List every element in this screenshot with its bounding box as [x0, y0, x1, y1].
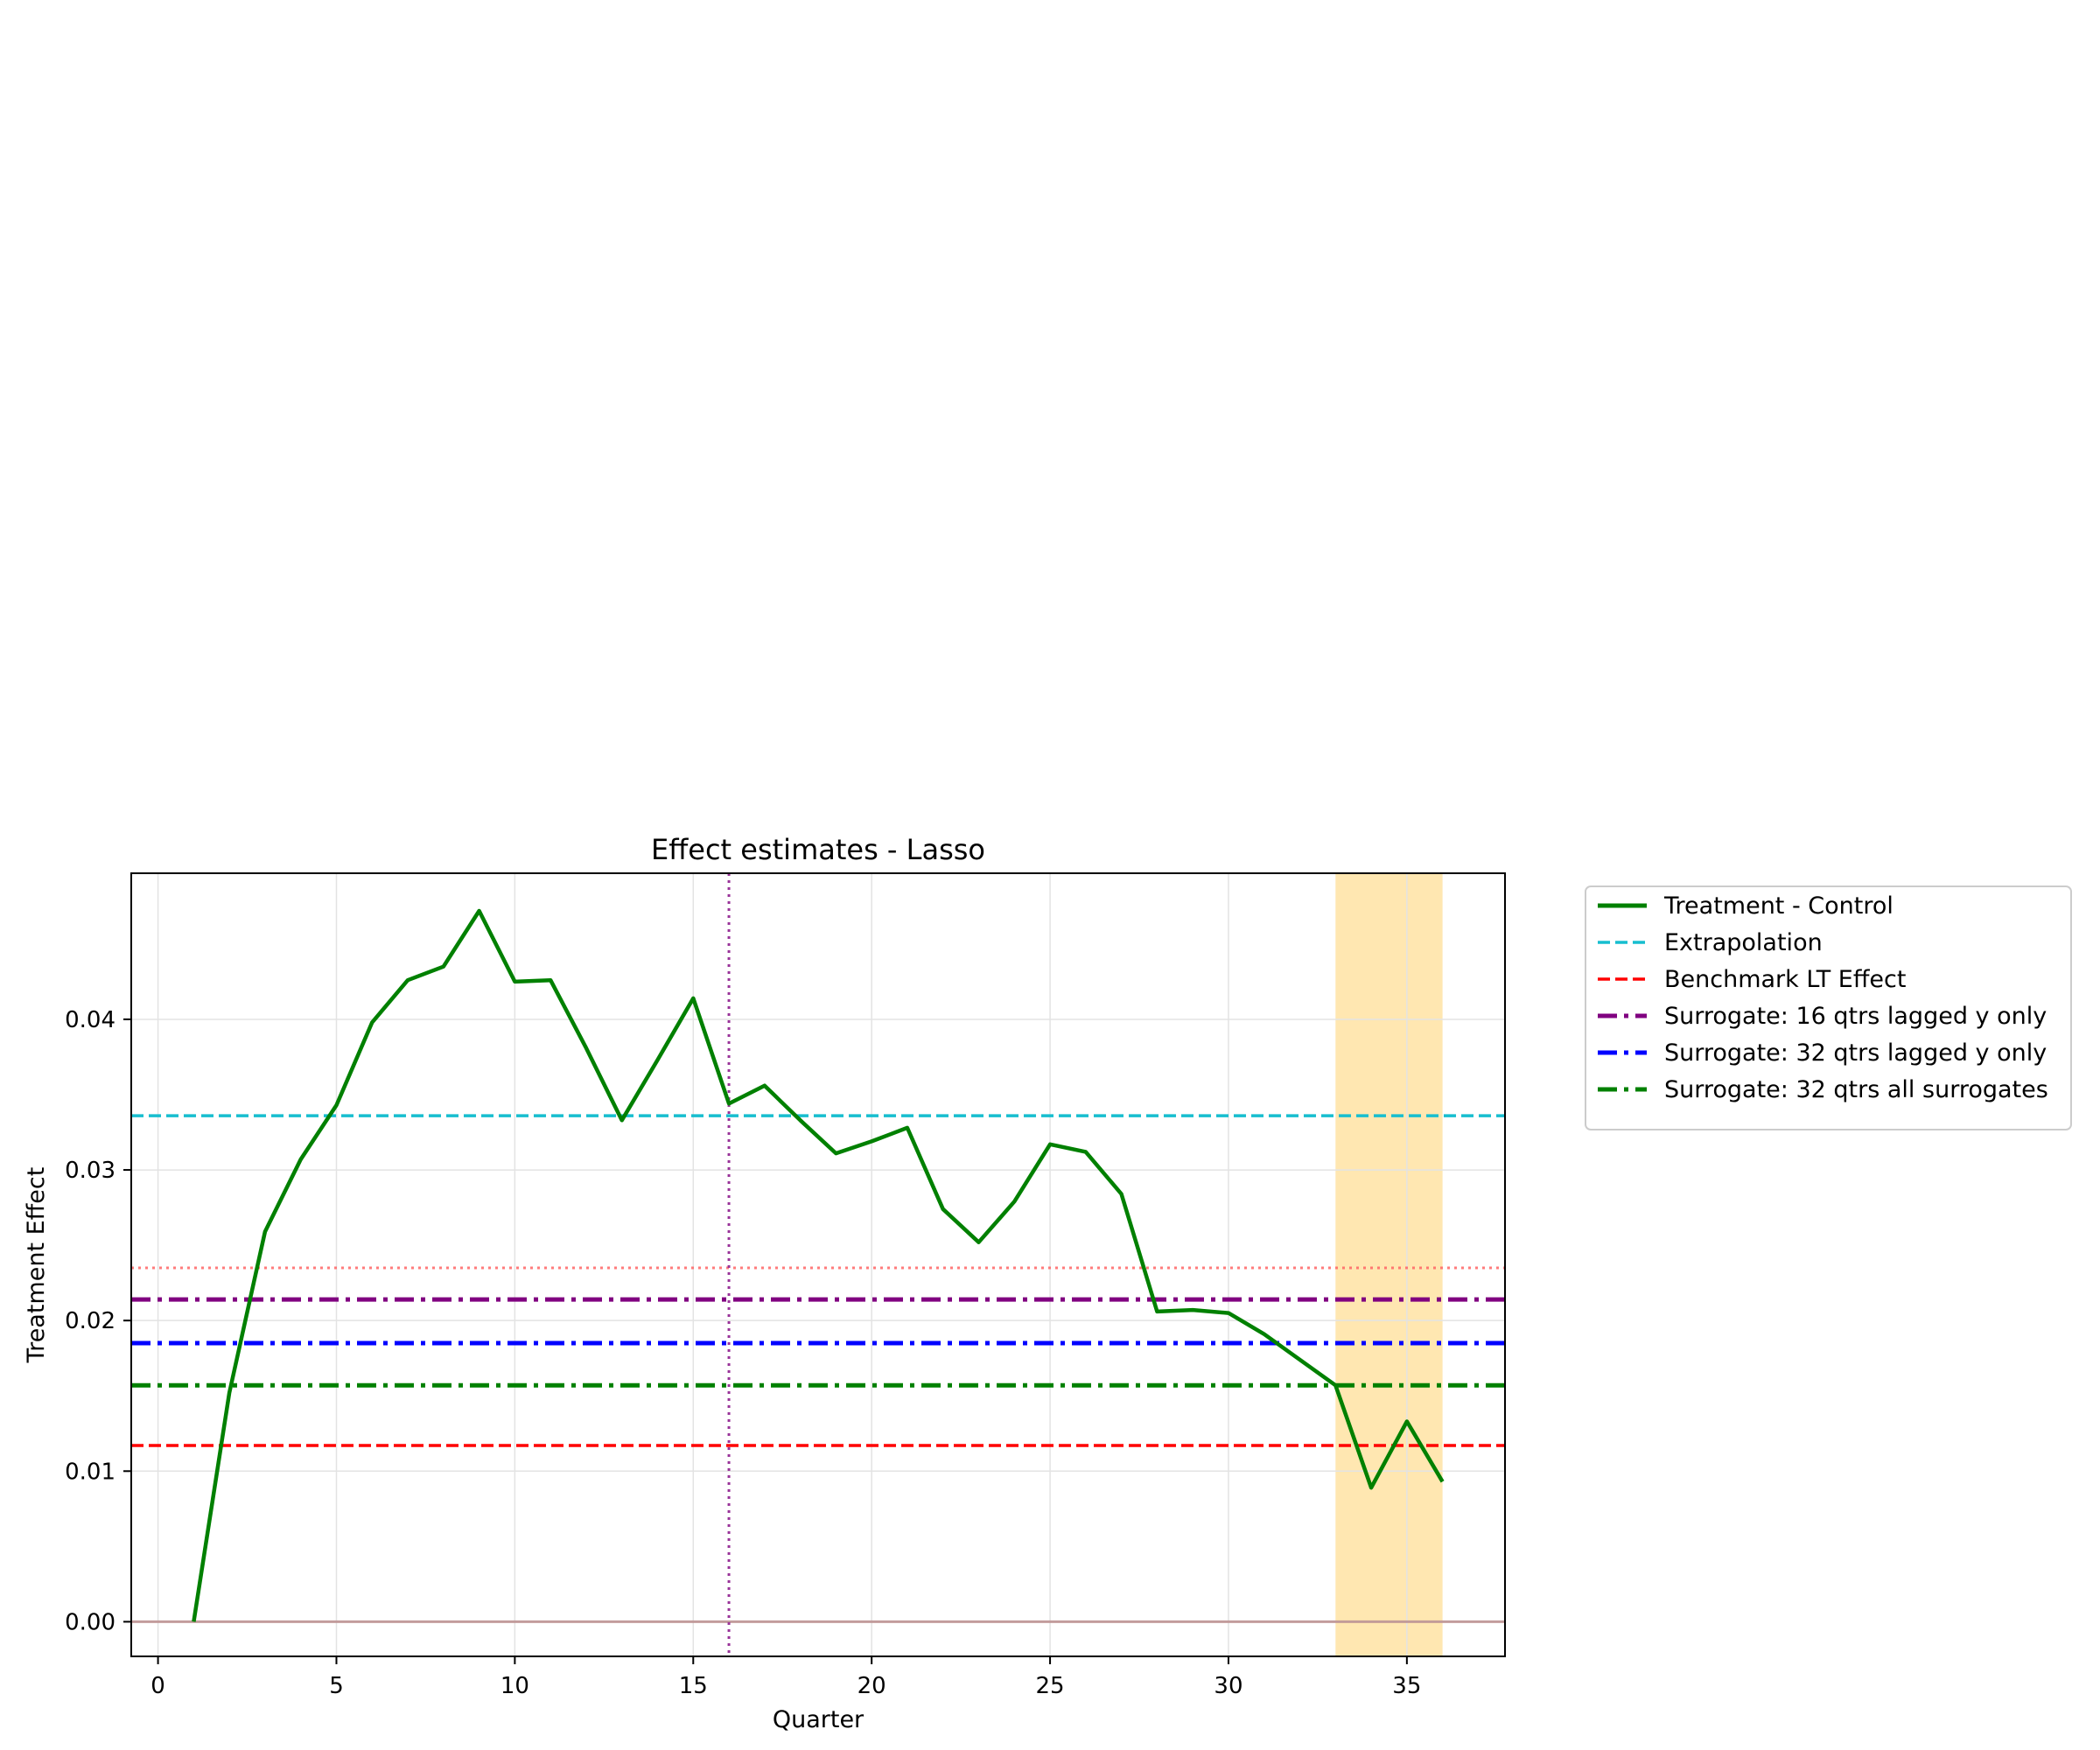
x-tick-label: 25 [1036, 1673, 1065, 1699]
y-axis-ticks: 0.00 0.01 0.02 0.03 0.04 [65, 1007, 131, 1635]
legend-items: Treatment - Control Extrapolation Benchmar… [1598, 892, 2048, 1103]
legend-label: Surrogate: 32 qtrs all surrogates [1664, 1076, 2048, 1103]
legend-label: Treatment - Control [1663, 892, 1894, 920]
y-tick-label: 0.04 [65, 1007, 116, 1033]
shaded-region-layer [1335, 873, 1443, 1656]
legend-box [1585, 886, 2072, 1130]
chart-title: Effect estimates - Lasso [651, 833, 985, 866]
series-line-treatment-control [192, 908, 1445, 1622]
legend-label: Benchmark LT Effect [1664, 966, 1906, 993]
y-axis-label: Treatment Effect [23, 1167, 50, 1364]
shaded-region [1335, 873, 1443, 1656]
legend-label: Surrogate: 16 qtrs lagged y only [1664, 1003, 2047, 1030]
legend-label: Surrogate: 32 qtrs lagged y only [1664, 1040, 2047, 1067]
x-tick-label: 20 [858, 1673, 886, 1699]
series-layer [192, 908, 1445, 1622]
y-tick-label: 0.03 [65, 1158, 116, 1184]
x-tick-label: 5 [329, 1673, 344, 1699]
reference-lines-layer [131, 873, 1505, 1656]
x-tick-label: 10 [500, 1673, 529, 1699]
grid-layer [131, 873, 1505, 1656]
x-axis-label: Quarter [773, 1706, 864, 1733]
x-tick-label: 15 [679, 1673, 708, 1699]
x-tick-label: 0 [150, 1673, 165, 1699]
plot-area-frame [130, 872, 1506, 1657]
y-tick-label: 0.00 [65, 1609, 116, 1635]
legend-label: Extrapolation [1664, 929, 1823, 956]
x-tick-label: 30 [1214, 1673, 1242, 1699]
y-tick-label: 0.01 [65, 1459, 116, 1485]
y-tick-label: 0.02 [65, 1308, 116, 1334]
x-tick-label: 35 [1392, 1673, 1421, 1699]
x-axis-ticks: 0 5 10 15 20 25 30 35 [150, 1656, 1421, 1699]
chart-legend: Treatment - Control Extrapolation Benchmar… [1585, 886, 2072, 1130]
